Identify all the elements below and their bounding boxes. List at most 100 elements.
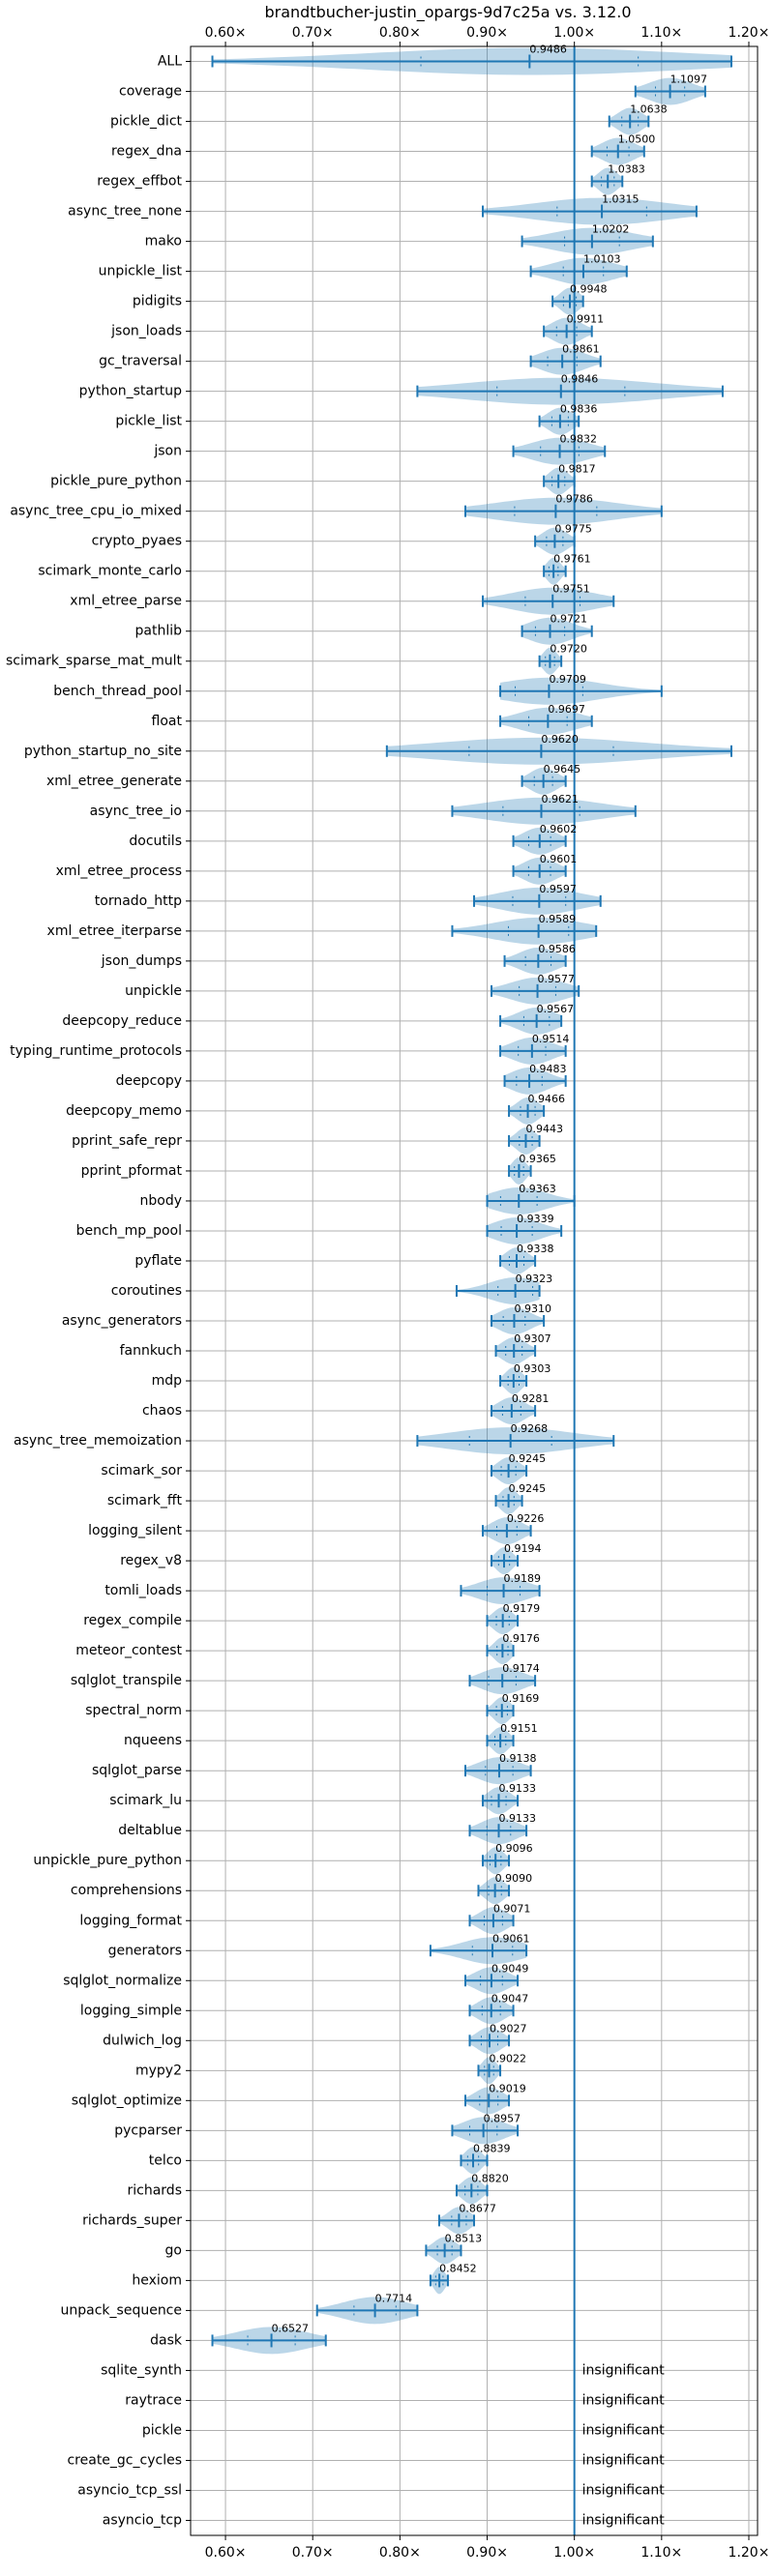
value-label: 0.9151 (500, 1722, 538, 1735)
benchmark-label: regex_effbot (97, 174, 182, 190)
benchmark-label: unpack_sequence (61, 2302, 182, 2318)
benchmark-label: scimark_sparse_mat_mult (6, 654, 182, 669)
value-label: 0.9071 (493, 1902, 531, 1915)
benchmark-label: python_startup (79, 384, 182, 399)
x-tick-label-top: 0.60× (205, 25, 247, 41)
insignificant-label: insignificant (582, 2452, 666, 2468)
value-label: 0.9363 (519, 1183, 556, 1195)
benchmark-label: spectral_norm (85, 1703, 182, 1718)
benchmark-label: pyflate (134, 1253, 182, 1269)
insignificant-label: insignificant (582, 2392, 666, 2408)
value-label: 0.9832 (560, 433, 598, 446)
benchmark-label: dask (150, 2332, 183, 2348)
value-label: 0.9179 (503, 1602, 541, 1615)
value-label: 0.9911 (567, 313, 605, 326)
x-tick-label-top: 1.20× (729, 25, 770, 41)
value-label: 0.9601 (540, 853, 578, 865)
value-label: 0.9721 (551, 613, 588, 626)
value-label: 1.0315 (602, 193, 640, 206)
benchmark-label: scimark_fft (107, 1493, 183, 1508)
benchmark-label: pickle (142, 2422, 182, 2438)
benchmark-label: sqlglot_parse (92, 1763, 182, 1778)
benchmark-label: mdp (152, 1373, 183, 1389)
plot-frame (190, 45, 759, 2536)
value-label: 0.7714 (375, 2292, 413, 2304)
benchmark-label: dulwich_log (103, 2033, 182, 2048)
value-label: 0.9245 (509, 1452, 547, 1465)
benchmark-label: richards_super (82, 2212, 182, 2228)
value-label: 0.9761 (553, 553, 591, 566)
benchmark-label: pprint_pformat (81, 1163, 183, 1179)
benchmark-label: pidigits (133, 294, 182, 309)
benchmark-label: logging_simple (80, 2003, 182, 2018)
value-label: 1.0500 (618, 133, 656, 146)
value-label: 0.9194 (504, 1542, 542, 1555)
benchmark-label: pickle_pure_python (50, 474, 182, 489)
benchmark-label: mypy2 (135, 2063, 182, 2078)
value-label: 0.9602 (540, 823, 578, 835)
benchmark-label: comprehensions (71, 1883, 182, 1898)
insignificant-label: insignificant (582, 2362, 666, 2378)
value-label: 0.9786 (555, 493, 593, 506)
value-label: 0.9948 (570, 283, 608, 296)
value-label: 0.9245 (509, 1482, 547, 1495)
violin-layer (211, 46, 732, 2535)
value-label: 0.9268 (511, 1422, 549, 1435)
benchmark-label: hexiom (132, 2272, 182, 2288)
value-label: 0.9514 (532, 1033, 570, 1045)
value-label: 0.9577 (538, 973, 576, 985)
axis-layer: 0.60× 0.60× 0.70× 0.70× 0.80× 0.80× 0.90× 0.90×… (186, 25, 769, 2561)
value-label: 0.9483 (529, 1063, 567, 1075)
benchmark-label: json_dumps (101, 953, 182, 969)
benchmark-label: sqlite_synth (101, 2362, 182, 2378)
value-label: 0.9597 (539, 883, 577, 895)
benchmark-label: chaos (142, 1403, 182, 1419)
x-tick-label-top: 0.70× (292, 25, 334, 41)
benchmark-label: tornado_http (95, 893, 182, 909)
benchmark-label: deepcopy (116, 1073, 182, 1089)
value-label: 1.1097 (670, 73, 708, 86)
value-label: 0.9169 (502, 1692, 540, 1705)
value-label: 0.8820 (471, 2172, 509, 2184)
value-label: 0.9047 (491, 1992, 529, 2005)
benchmark-label: async_generators (62, 1313, 182, 1329)
value-label: 0.9027 (490, 2022, 527, 2034)
insignificant-label: insignificant (582, 2512, 666, 2528)
grid-layer (191, 46, 758, 2535)
value-label: 0.9307 (514, 1332, 551, 1345)
benchmark-label: unpickle_list (99, 264, 183, 279)
value-label: 0.9281 (512, 1392, 550, 1405)
value-label: 0.9709 (549, 673, 586, 686)
benchmark-label: xml_etree_parse (70, 594, 182, 609)
value-label: 0.8957 (484, 2112, 521, 2124)
value-label: 0.9019 (489, 2082, 525, 2094)
value-label: 0.9817 (558, 463, 596, 476)
benchmark-label: coroutines (111, 1283, 182, 1299)
benchmark-label: nbody (140, 1193, 183, 1209)
benchmark-label: deepcopy_reduce (62, 1013, 182, 1029)
value-label: 0.9226 (507, 1512, 545, 1525)
value-label: 0.9138 (499, 1752, 537, 1765)
benchmark-label: async_tree_io (90, 804, 182, 819)
benchmark-label: tomli_loads (104, 1583, 182, 1598)
value-label: 1.0638 (630, 103, 668, 116)
x-tick-label-bottom: 1.00× (553, 2545, 595, 2561)
benchmark-label: asyncio_tcp (103, 2512, 182, 2528)
value-label: 0.9846 (561, 373, 599, 386)
value-label: 0.8513 (445, 2232, 483, 2244)
value-label: 0.9751 (552, 583, 590, 596)
benchmark-label: pathlib (135, 624, 183, 639)
x-tick-label-bottom: 0.80× (379, 2545, 421, 2561)
value-label: 0.9620 (541, 733, 579, 746)
benchmark-label: async_tree_none (68, 204, 182, 220)
benchmark-label: async_tree_memoization (14, 1433, 182, 1449)
benchmark-label: coverage (119, 84, 182, 100)
value-label: 0.8677 (459, 2202, 496, 2214)
value-label: 0.9338 (517, 1243, 554, 1255)
benchmark-label: pickle_list (115, 414, 182, 429)
benchmark-label: go (165, 2242, 182, 2258)
benchmark-label: xml_etree_process (56, 864, 182, 879)
benchmark-label: scimark_monte_carlo (38, 564, 182, 579)
benchmark-label: generators (108, 1943, 182, 1958)
